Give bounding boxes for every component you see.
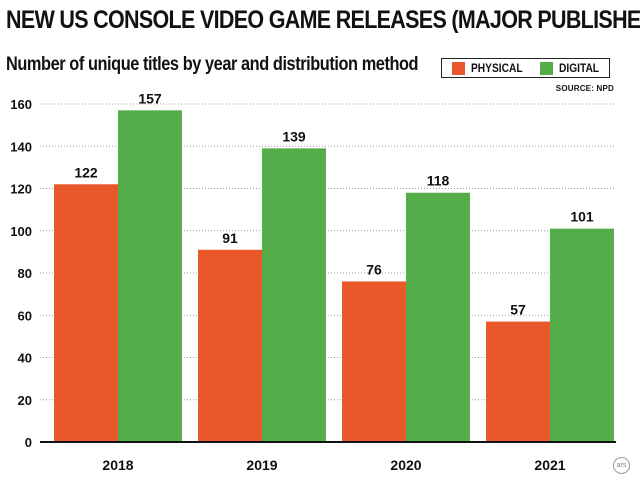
data-label-physical-2020: 76: [366, 261, 382, 277]
legend-swatch-digital: [540, 62, 553, 75]
bar-physical-2018: [54, 184, 118, 442]
y-tick-label: 160: [10, 97, 32, 112]
chart-title: NEW US CONSOLE VIDEO GAME RELEASES (MAJO…: [6, 6, 640, 34]
data-label-physical-2021: 57: [510, 302, 526, 318]
data-label-digital-2018: 157: [138, 90, 162, 106]
source-note: SOURCE: NPD: [555, 84, 614, 93]
legend-label-digital: DIGITAL: [559, 61, 600, 75]
y-tick-label: 140: [10, 139, 32, 154]
y-tick-label: 60: [18, 308, 32, 323]
y-tick-label: 0: [25, 435, 32, 450]
bar-digital-2021: [550, 228, 614, 442]
chart-legend: PHYSICAL DIGITAL: [441, 58, 610, 78]
data-label-digital-2020: 118: [427, 173, 450, 189]
bar-digital-2018: [118, 110, 182, 443]
bar-digital-2019: [262, 148, 326, 443]
y-tick-label: 40: [18, 351, 32, 366]
x-tick-label: 2018: [102, 457, 133, 473]
x-tick-label: 2020: [390, 457, 421, 473]
bar-physical-2021: [486, 321, 550, 442]
y-tick-label: 80: [18, 266, 32, 281]
legend-swatch-physical: [452, 62, 465, 75]
ars-watermark-logo: ars: [613, 457, 630, 474]
bar-physical-2019: [198, 249, 262, 442]
bar-physical-2020: [342, 281, 406, 442]
chart-subtitle: Number of unique titles by year and dist…: [6, 54, 419, 75]
y-tick-label: 100: [10, 224, 32, 239]
y-tick-label: 120: [10, 182, 32, 197]
data-label-digital-2021: 101: [570, 209, 594, 225]
legend-label-physical: PHYSICAL: [471, 61, 523, 75]
data-label-digital-2019: 139: [282, 128, 306, 144]
y-tick-label: 20: [18, 393, 32, 408]
data-label-physical-2019: 91: [222, 230, 238, 246]
data-label-physical-2018: 122: [74, 164, 98, 180]
x-tick-label: 2021: [534, 457, 565, 473]
x-tick-label: 2019: [246, 457, 277, 473]
bar-digital-2020: [406, 192, 470, 442]
